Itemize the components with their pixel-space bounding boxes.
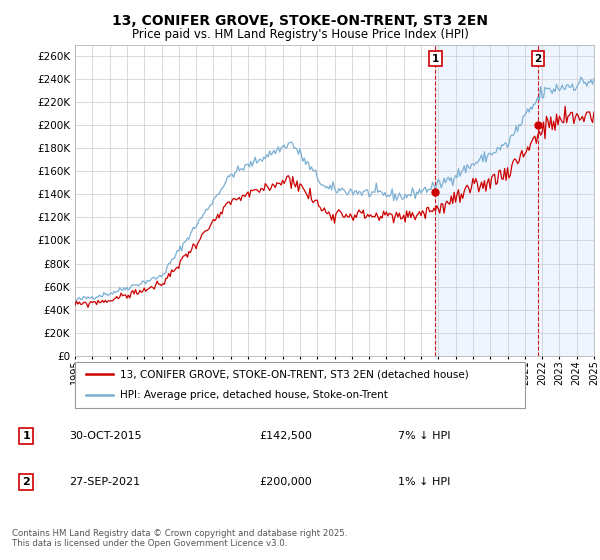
Text: £142,500: £142,500 <box>260 431 313 441</box>
Text: 1% ↓ HPI: 1% ↓ HPI <box>398 477 450 487</box>
Text: 1: 1 <box>432 54 439 64</box>
Text: Price paid vs. HM Land Registry's House Price Index (HPI): Price paid vs. HM Land Registry's House … <box>131 28 469 41</box>
Text: 13, CONIFER GROVE, STOKE-ON-TRENT, ST3 2EN (detached house): 13, CONIFER GROVE, STOKE-ON-TRENT, ST3 2… <box>120 369 469 379</box>
Bar <box>436 45 594 356</box>
Text: 2: 2 <box>23 477 30 487</box>
Text: 27-SEP-2021: 27-SEP-2021 <box>70 477 141 487</box>
Text: 13, CONIFER GROVE, STOKE-ON-TRENT, ST3 2EN: 13, CONIFER GROVE, STOKE-ON-TRENT, ST3 2… <box>112 14 488 28</box>
Text: HPI: Average price, detached house, Stoke-on-Trent: HPI: Average price, detached house, Stok… <box>120 390 388 400</box>
Text: 7% ↓ HPI: 7% ↓ HPI <box>398 431 451 441</box>
Text: 1: 1 <box>23 431 30 441</box>
Text: £200,000: £200,000 <box>260 477 313 487</box>
Text: 2: 2 <box>534 54 541 64</box>
FancyBboxPatch shape <box>75 362 525 408</box>
Text: 30-OCT-2015: 30-OCT-2015 <box>70 431 142 441</box>
Text: Contains HM Land Registry data © Crown copyright and database right 2025.
This d: Contains HM Land Registry data © Crown c… <box>12 529 347 548</box>
